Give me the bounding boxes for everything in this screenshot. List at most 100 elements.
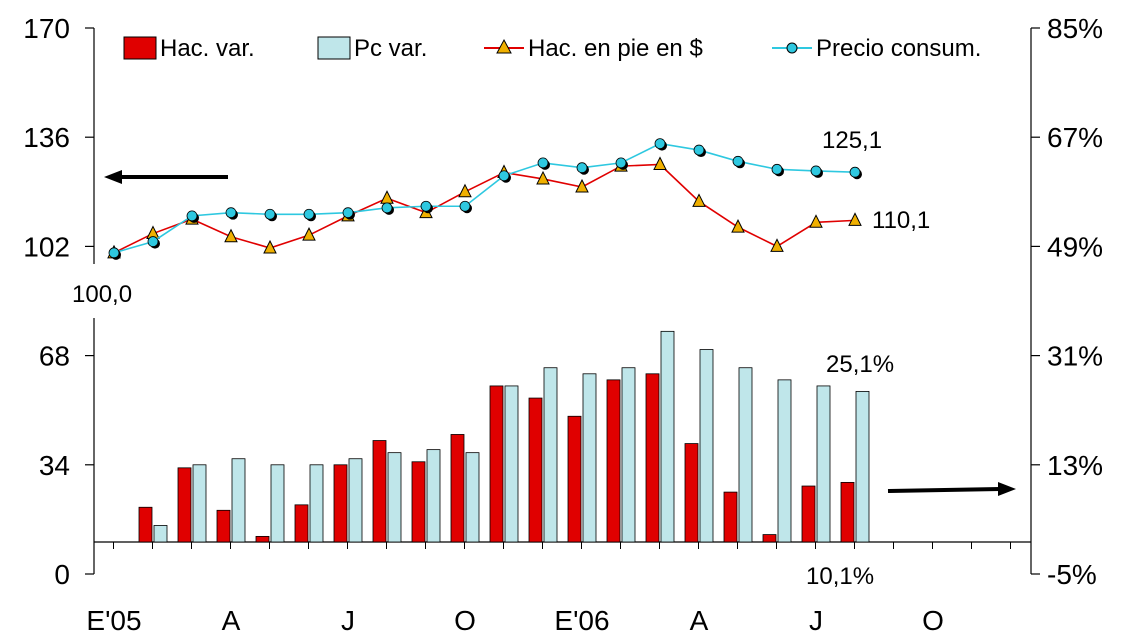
- x-tick-label: O: [454, 605, 476, 636]
- left-tick-label: 34: [39, 450, 70, 481]
- bar-hac-var: [255, 535, 270, 543]
- right-axis-arrow: [887, 482, 1016, 496]
- left-tick-label: 0: [54, 559, 70, 590]
- point-precio-consum: [693, 144, 705, 156]
- legend-triangle-marker: [496, 38, 512, 54]
- point-precio-consum: [303, 208, 315, 220]
- point-hac-en-pie: [224, 228, 238, 243]
- bar-pc-var: [816, 385, 831, 543]
- point-hac-en-pie: [380, 190, 394, 204]
- point-precio-consum: [147, 236, 159, 247]
- line-hac-en-pie: [113, 163, 856, 254]
- point-hac-en-pie: [653, 156, 667, 170]
- point-precio-consum: [498, 170, 510, 182]
- point-hac-en-pie: [809, 214, 823, 228]
- point-precio-consum: [771, 163, 783, 175]
- point-precio-consum: [576, 162, 588, 174]
- bar-pc-var: [465, 452, 480, 543]
- right-tick-label: 13%: [1047, 450, 1103, 481]
- x-tick-label: A: [690, 605, 709, 636]
- bar-pc-var: [777, 379, 792, 543]
- point-hac-en-pie: [770, 238, 784, 252]
- bar-pc-var: [699, 349, 714, 543]
- bar-hac-var: [333, 464, 348, 543]
- point-hac-en-pie: [302, 227, 316, 241]
- annotation-hac-var-end: 10,1%: [806, 563, 874, 590]
- legend-label-precio-consum: Precio consum.: [816, 35, 981, 62]
- bar-hac-var: [723, 491, 738, 543]
- right-tick-label: 85%: [1047, 13, 1103, 44]
- right-tick-label: 31%: [1047, 341, 1103, 372]
- left-tick-label: 102: [23, 231, 70, 262]
- ticks-layer: 0 34 68 102 136 170 -5% 13% 31% 49% 67% 85% E'05 A J O E…: [23, 13, 1103, 636]
- annotation-hac-end: 110,1: [872, 207, 930, 234]
- x-tick-label: J: [809, 605, 823, 636]
- bar-pc-var: [309, 464, 324, 543]
- bar-pc-var: [348, 458, 363, 543]
- point-precio-consum: [615, 157, 627, 169]
- legend-item-pc-var: Pc var.: [317, 35, 427, 62]
- bar-pc-var: [270, 464, 285, 543]
- legend-label-hac-en-pie: Hac. en pie en $: [528, 35, 703, 62]
- legend-item-precio-consum: Precio consum.: [772, 35, 981, 62]
- legend-item-hac-var: Hac. var.: [123, 35, 255, 62]
- bar-hac-var: [762, 534, 777, 543]
- bar-pc-var: [621, 367, 636, 543]
- bar-hac-var: [606, 379, 621, 543]
- axes-layer: [93, 28, 1032, 574]
- x-tick-label: J: [341, 605, 355, 636]
- legend-item-hac-en-pie: Hac. en pie en $: [484, 35, 703, 62]
- point-precio-consum: [732, 155, 744, 167]
- bar-hac-var: [294, 504, 309, 543]
- bar-pc-var: [582, 373, 597, 543]
- bar-hac-var: [684, 443, 699, 543]
- lines-layer: [107, 138, 862, 260]
- point-hac-en-pie: [848, 212, 862, 226]
- x-tick-label: E'05: [86, 605, 141, 636]
- point-precio-consum: [810, 165, 822, 177]
- point-precio-consum: [342, 207, 354, 219]
- point-precio-consum: [420, 200, 432, 212]
- bar-pc-var: [543, 367, 558, 543]
- point-hac-en-pie: [731, 219, 745, 233]
- point-precio-consum: [654, 138, 666, 150]
- x-tick-label: O: [922, 605, 944, 636]
- bar-pc-var: [426, 449, 441, 543]
- point-precio-consum: [537, 157, 549, 169]
- bar-pc-var: [738, 367, 753, 543]
- left-axis-arrow: [104, 170, 228, 184]
- point-precio-consum: [225, 207, 237, 219]
- bar-pc-var: [387, 452, 402, 543]
- annotation-pc-var-end: 25,1%: [826, 351, 894, 378]
- bar-hac-var: [645, 373, 660, 543]
- left-tick-label: 136: [23, 122, 70, 153]
- point-hac-en-pie: [692, 193, 706, 207]
- bar-hac-var: [411, 461, 426, 543]
- legend-label-pc-var: Pc var.: [354, 35, 427, 62]
- right-tick-label: 67%: [1047, 122, 1103, 153]
- annotation-pc-end: 125,1: [822, 127, 882, 154]
- point-precio-consum: [849, 166, 861, 178]
- bar-hac-var: [372, 440, 387, 543]
- x-tick-label: E'06: [554, 605, 609, 636]
- bar-hac-var: [450, 434, 465, 543]
- point-hac-en-pie: [536, 170, 550, 185]
- bar-hac-var: [489, 385, 504, 543]
- left-tick-label: 170: [23, 13, 70, 44]
- bar-hac-var: [216, 509, 231, 543]
- point-hac-en-pie: [263, 239, 277, 254]
- legend: Hac. var. Pc var. Hac. en pie en $ Preci…: [123, 35, 981, 62]
- legend-label-hac-var: Hac. var.: [160, 35, 255, 62]
- bar-pc-var: [855, 390, 870, 543]
- bar-hac-var: [801, 485, 816, 543]
- bar-hac-var: [567, 415, 582, 543]
- point-precio-consum: [381, 202, 393, 214]
- bar-hac-var: [840, 481, 855, 543]
- point-precio-consum: [108, 247, 120, 259]
- point-hac-en-pie: [458, 183, 472, 198]
- left-tick-label: 68: [39, 341, 70, 372]
- right-tick-label: 49%: [1047, 231, 1103, 262]
- bar-pc-var: [660, 330, 675, 543]
- bar-pc-var: [192, 464, 207, 543]
